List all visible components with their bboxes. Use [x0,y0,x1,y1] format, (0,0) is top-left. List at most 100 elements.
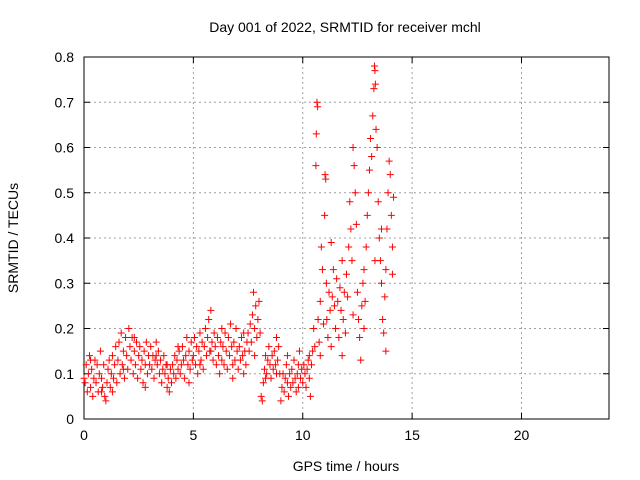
data-point [230,338,238,346]
data-point [98,388,105,396]
data-point [308,361,315,369]
y-tick-label: 0.7 [55,94,75,110]
data-point [361,297,369,305]
data-point [234,365,242,373]
data-point [173,356,181,364]
data-point [259,379,267,387]
data-point [384,189,392,197]
data-point [105,356,113,364]
data-point [320,320,328,328]
y-tick-label: 0.4 [55,230,75,246]
data-point [212,361,220,369]
data-point [108,388,116,396]
data-point [381,293,389,301]
data-point [193,343,201,351]
data-point [283,352,291,360]
data-point [87,383,95,391]
data-point [290,356,298,364]
data-point [356,334,364,342]
data-point [103,379,111,387]
y-axis-ticks: 0 0.1 0.2 0.3 0.4 0.5 0.6 0.7 0.8 [55,49,609,427]
data-point [84,370,92,378]
x-axis-label: GPS time / hours [293,458,400,474]
data-point [92,379,100,387]
data-point [142,338,150,346]
data-point [256,329,264,337]
data-point [278,383,286,391]
data-point [295,347,303,355]
data-point [229,374,237,382]
data-point [309,347,317,355]
data-point [247,338,255,346]
data-point [168,379,175,387]
data-point [311,343,319,351]
data-point [282,361,290,369]
data-point [123,352,131,360]
data-point [322,175,330,183]
data-point [386,171,394,179]
data-point [262,374,270,382]
data-point [233,347,241,355]
data-point [292,388,300,396]
data-point [187,338,195,346]
data-point [329,266,337,274]
data-point [96,347,104,355]
data-point [271,361,279,369]
data-point [138,356,146,364]
data-point [303,365,311,373]
x-tick-label: 15 [404,427,420,443]
data-point [367,134,375,142]
data-point [150,374,158,382]
data-point [357,356,365,364]
data-point [213,334,221,342]
data-point [82,361,90,369]
data-point [152,338,160,346]
data-point [270,347,278,355]
data-point [369,112,377,120]
data-point [368,153,376,161]
data-point [180,356,188,364]
data-point [205,315,213,323]
data-point [371,67,379,75]
data-point [365,166,373,174]
data-point [274,356,282,364]
data-point [300,361,308,369]
data-point [120,374,128,382]
data-point [186,365,194,373]
data-point [223,365,231,373]
data-point [114,356,122,364]
data-point [273,370,280,378]
data-point [347,225,355,233]
data-point [327,343,335,351]
data-point [197,356,205,364]
data-point [260,365,268,373]
data-point [353,288,361,296]
data-point [190,334,198,342]
data-point [317,243,325,251]
data-point [273,334,280,342]
data-point [131,361,139,369]
data-point [318,266,326,274]
data-point [220,361,228,369]
data-point [350,162,358,170]
x-tick-label: 20 [514,427,530,443]
data-point [139,379,147,387]
data-point [196,361,204,369]
data-point [174,343,182,351]
data-point [382,347,390,355]
data-point [236,356,244,364]
data-point [126,343,134,351]
data-point [182,352,190,360]
data-point [324,334,332,342]
data-point [152,352,160,360]
data-point [137,365,145,373]
data-point [338,257,346,265]
data-point [141,383,149,391]
data-point [257,392,265,400]
data-point [163,383,171,391]
data-point [108,352,116,360]
y-axis-label: SRMTID / TECUs [5,183,21,293]
data-point [346,198,354,206]
data-point [306,392,314,400]
data-point [388,270,396,278]
